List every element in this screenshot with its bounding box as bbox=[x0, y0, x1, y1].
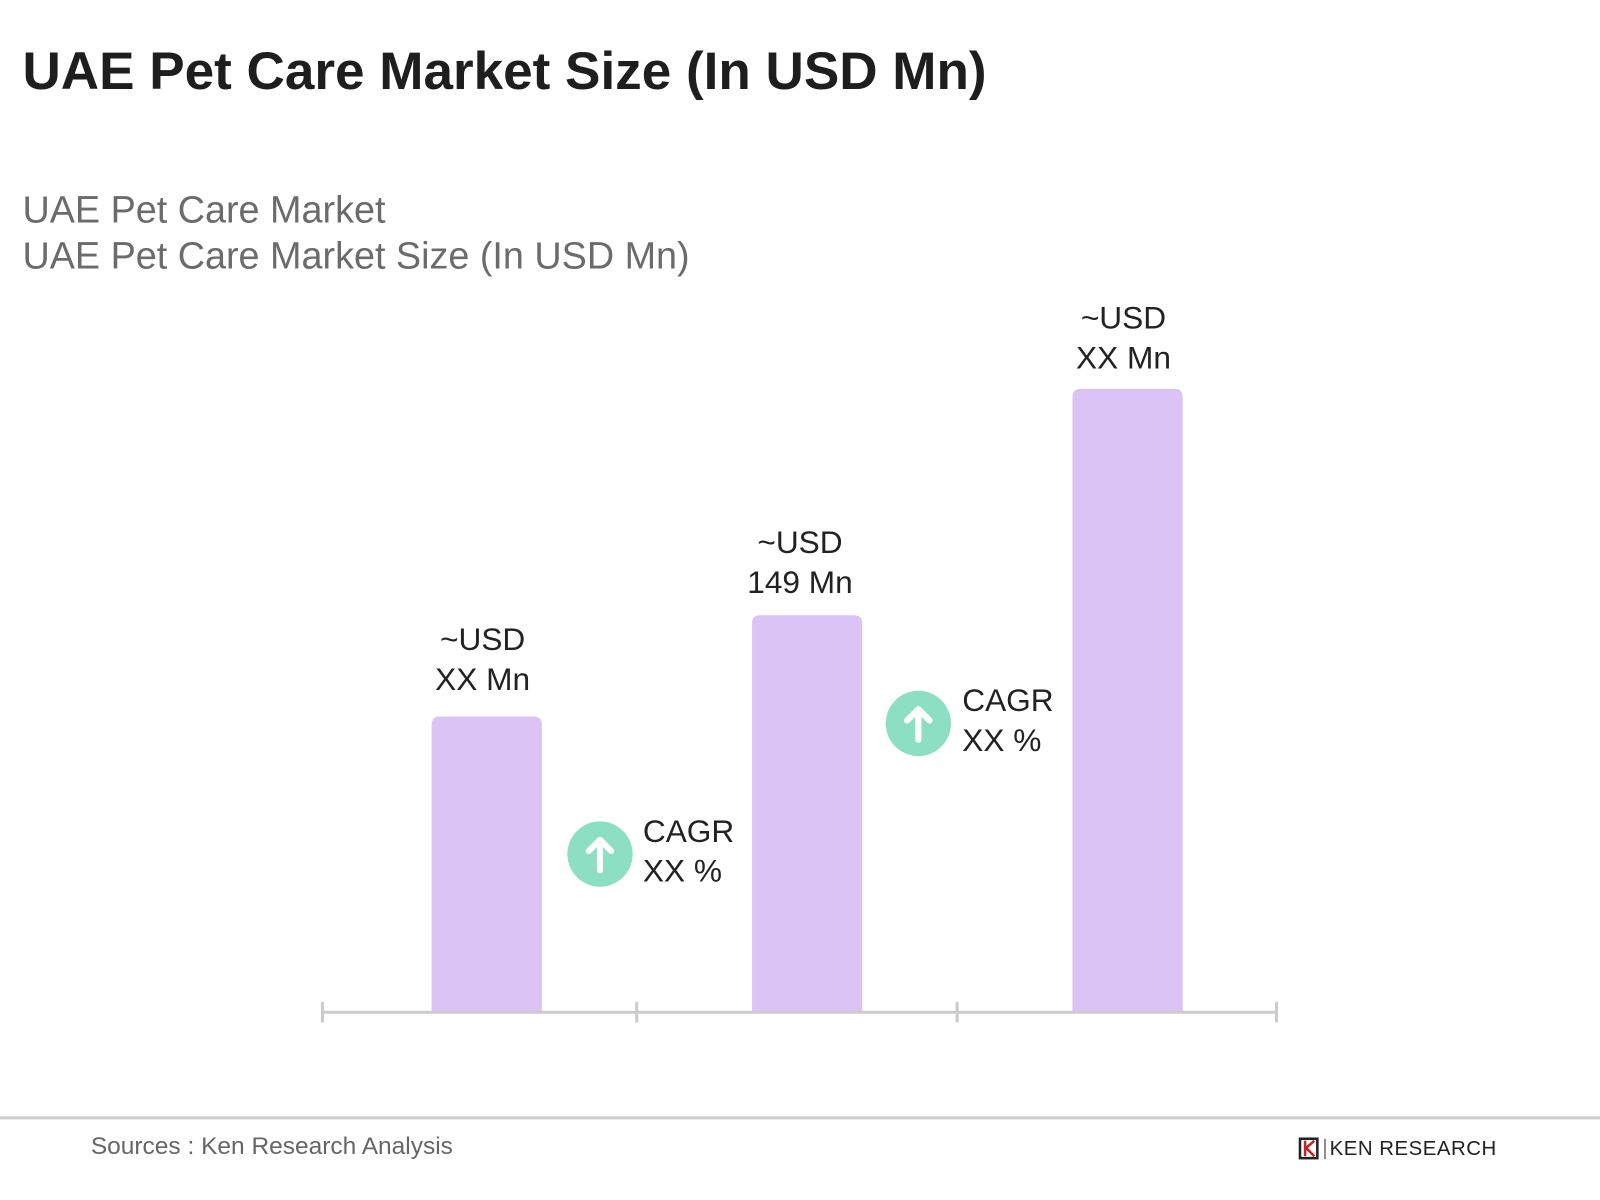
bar-1 bbox=[431, 716, 542, 1013]
data-label-1: ~USD XX Mn bbox=[381, 619, 585, 699]
source-note: Sources : Ken Research Analysis bbox=[90, 1132, 453, 1161]
data-label-line1: ~USD bbox=[757, 524, 843, 561]
subtitle-market: UAE Pet Care Market bbox=[22, 188, 386, 231]
data-label-line2: XX Mn bbox=[435, 661, 531, 697]
footer-divider bbox=[0, 1116, 1600, 1120]
data-label-2: ~USD 149 Mn bbox=[698, 522, 902, 602]
logo-mark-icon bbox=[1298, 1137, 1319, 1160]
subtitle-size: UAE Pet Care Market Size (In USD Mn) bbox=[22, 234, 690, 277]
page-title: UAE Pet Care Market Size (In USD Mn) bbox=[22, 41, 987, 102]
ken-research-logo: KEN RESEARCH bbox=[1298, 1137, 1497, 1161]
bar-2 bbox=[752, 615, 863, 1013]
cagr-label: CAGR bbox=[642, 813, 735, 849]
cagr-value: XX % bbox=[642, 853, 722, 889]
cagr-label: CAGR bbox=[962, 682, 1054, 719]
data-label-line2: 149 Mn bbox=[747, 564, 853, 600]
data-label-line1: ~USD bbox=[1080, 299, 1167, 336]
data-label-3: ~USD XX Mn bbox=[1021, 298, 1225, 378]
arrow-up-icon bbox=[567, 821, 633, 887]
arrow-up-icon bbox=[885, 690, 952, 757]
cagr-annotation-1: CAGR XX % bbox=[643, 811, 734, 891]
cagr-annotation-2: CAGR XX % bbox=[962, 681, 1053, 761]
bar-3 bbox=[1072, 388, 1183, 1013]
data-label-line2: XX Mn bbox=[1075, 339, 1171, 376]
cagr-value: XX % bbox=[962, 722, 1042, 759]
logo-text: KEN RESEARCH bbox=[1329, 1137, 1497, 1160]
data-label-line1: ~USD bbox=[440, 621, 526, 658]
